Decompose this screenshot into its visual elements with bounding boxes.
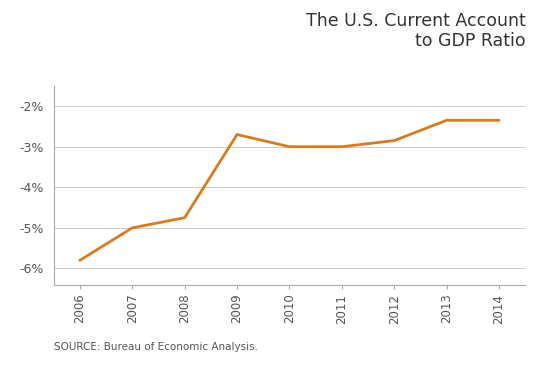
Text: The U.S. Current Account
to GDP Ratio: The U.S. Current Account to GDP Ratio — [306, 12, 525, 50]
Text: Federal Reserve Bank of St. Louis: Federal Reserve Bank of St. Louis — [10, 369, 233, 382]
Text: SOURCE: Bureau of Economic Analysis.: SOURCE: Bureau of Economic Analysis. — [54, 342, 258, 352]
